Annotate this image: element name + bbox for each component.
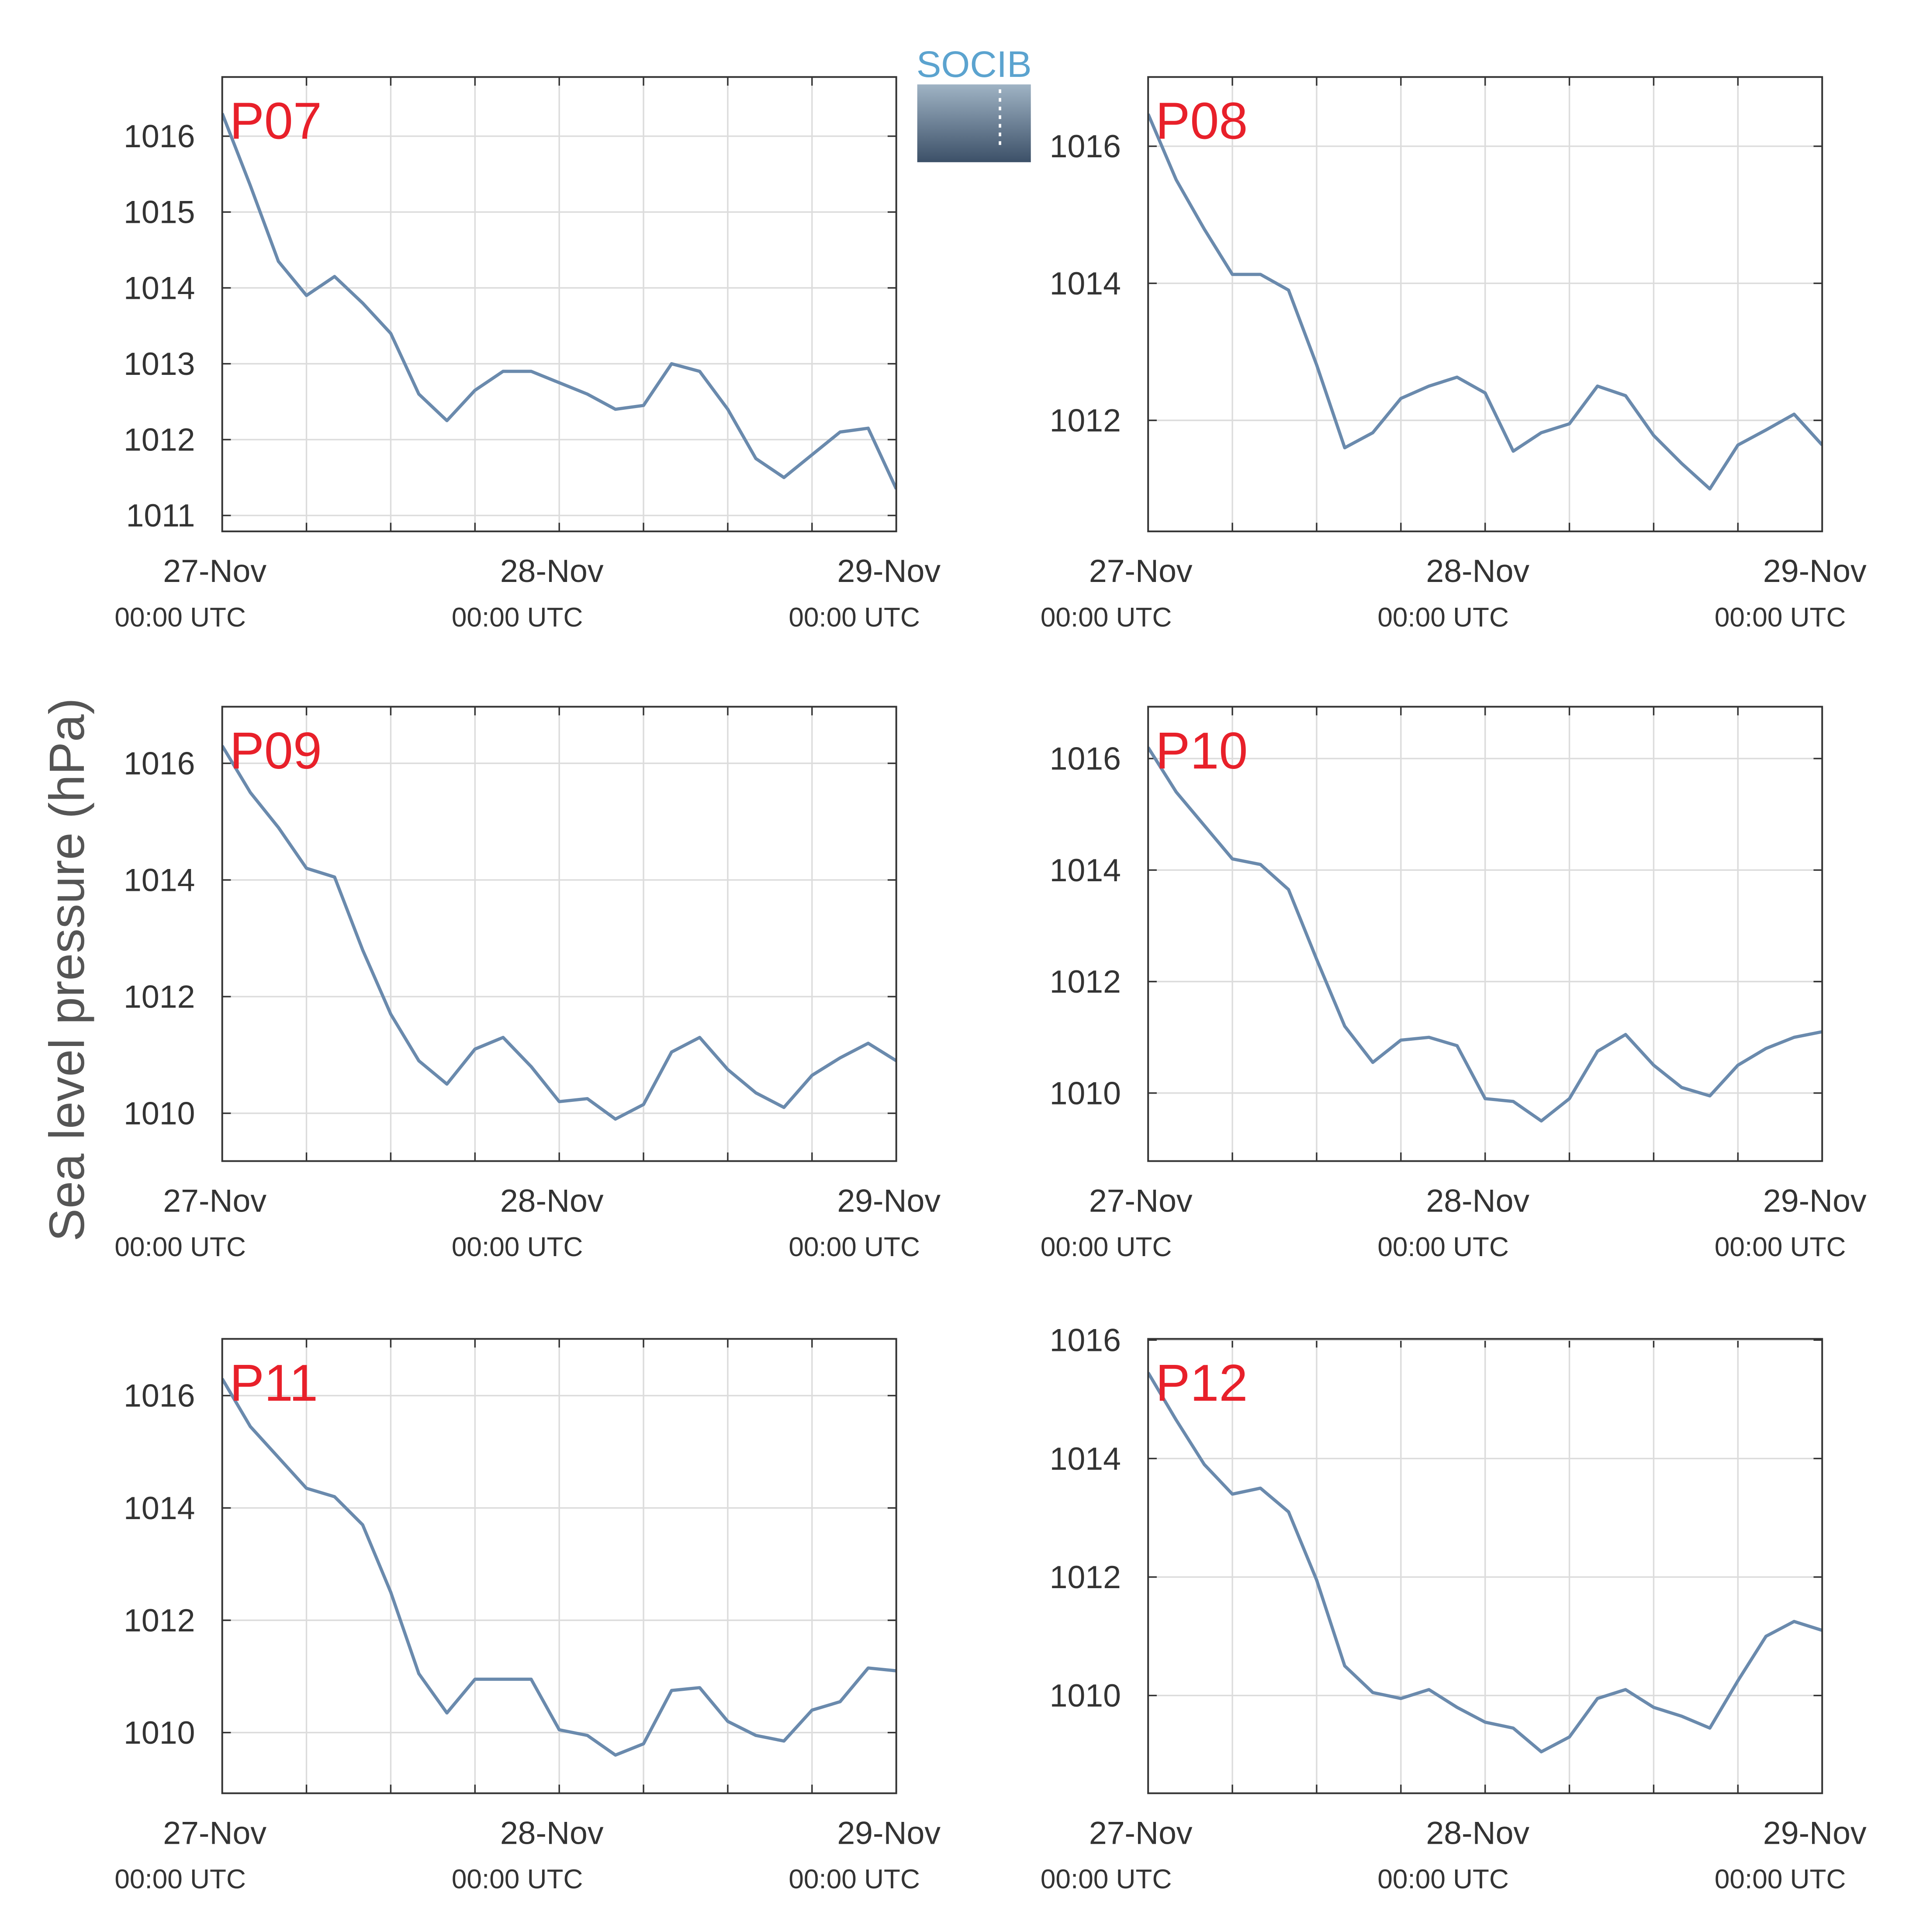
- plot-area: [1148, 113, 1823, 491]
- x-tick-label: 27-Nov: [163, 1814, 266, 1851]
- data-line: [222, 745, 896, 1121]
- logo-text: SOCIB: [916, 43, 1032, 85]
- y-tick-label: 1014: [1050, 852, 1121, 888]
- x-tick-sublabel: 00:00 UTC: [1041, 1864, 1172, 1894]
- y-tick-label: 1012: [124, 978, 195, 1014]
- data-line: [222, 1378, 896, 1757]
- y-tick-label: 1011: [126, 497, 195, 533]
- y-tick-label: 1016: [124, 1378, 195, 1414]
- y-tick-label: 1012: [124, 422, 195, 458]
- x-tick-label: 27-Nov: [163, 1182, 266, 1219]
- x-tick-label: 28-Nov: [1426, 1182, 1529, 1219]
- y-tick-label: 1010: [1050, 1677, 1121, 1714]
- x-tick-sublabel: 00:00 UTC: [1377, 1864, 1509, 1894]
- y-tick-label: 1010: [124, 1095, 195, 1131]
- y-tick-label: 1016: [1050, 1322, 1121, 1358]
- y-tick-label: 1016: [1050, 128, 1121, 164]
- panel: 1012 1014 1016 27-Nov 00:00 UTC 28-Nov 00:00 U…: [1041, 76, 1867, 633]
- y-tick-label: 1013: [124, 346, 195, 382]
- x-tick-label: 27-Nov: [163, 553, 266, 589]
- plot-area: [1148, 1371, 1823, 1754]
- panel: 1010 1012 1014 1016 27-Nov 00:00 UTC 28-Nov 00:…: [114, 1338, 941, 1894]
- y-tick-label: 1010: [124, 1714, 195, 1751]
- x-tick-label: 27-Nov: [1089, 1182, 1193, 1219]
- y-tick-label: 1014: [124, 862, 195, 898]
- x-tick-sublabel: 00:00 UTC: [1715, 1232, 1846, 1262]
- x-tick-label: 29-Nov: [837, 1182, 941, 1219]
- plot-area: [222, 1378, 896, 1757]
- axes-frame: [1147, 76, 1823, 533]
- y-tick-label: 1014: [124, 270, 195, 306]
- logo: SOCIB: [916, 43, 1032, 163]
- x-tick-label: 28-Nov: [500, 1814, 604, 1851]
- x-tick-sublabel: 00:00 UTC: [452, 1232, 583, 1262]
- panel-title: P08: [1155, 93, 1248, 150]
- axes-frame: [1147, 1338, 1823, 1794]
- data-line: [222, 113, 896, 490]
- x-tick-label: 29-Nov: [837, 1814, 941, 1851]
- axes-frame: [221, 706, 897, 1162]
- x-tick-label: 29-Nov: [1763, 1182, 1867, 1219]
- x-tick-label: 28-Nov: [500, 1182, 604, 1219]
- y-axis-label: Sea level pressure (hPa): [39, 698, 94, 1242]
- x-tick-sublabel: 00:00 UTC: [1041, 602, 1172, 633]
- x-tick-sublabel: 00:00 UTC: [789, 602, 920, 633]
- plot-area: [1148, 746, 1823, 1123]
- y-tick-label: 1016: [124, 745, 195, 781]
- y-tick-label: 1012: [1050, 402, 1121, 439]
- x-tick-sublabel: 00:00 UTC: [114, 602, 246, 633]
- x-tick-label: 29-Nov: [837, 553, 941, 589]
- x-tick-sublabel: 00:00 UTC: [789, 1232, 920, 1262]
- x-tick-label: 28-Nov: [1426, 553, 1529, 589]
- panel-title: P10: [1155, 722, 1248, 780]
- x-tick-sublabel: 00:00 UTC: [114, 1864, 246, 1894]
- y-tick-label: 1012: [1050, 963, 1121, 1000]
- logo-wave: [917, 84, 1031, 163]
- data-line: [1148, 1371, 1823, 1754]
- x-tick-label: 27-Nov: [1089, 1814, 1193, 1851]
- x-tick-label: 29-Nov: [1763, 553, 1867, 589]
- panel: 1010 1012 1014 1016 27-Nov 00:00 UTC 28-Nov 00:…: [114, 706, 941, 1262]
- data-line: [1148, 113, 1823, 491]
- x-tick-sublabel: 00:00 UTC: [1377, 1232, 1509, 1262]
- panel-title: P11: [230, 1354, 318, 1412]
- x-tick-sublabel: 00:00 UTC: [1715, 1864, 1846, 1894]
- x-tick-sublabel: 00:00 UTC: [1715, 602, 1846, 633]
- y-tick-label: 1014: [1050, 1440, 1121, 1477]
- x-tick-sublabel: 00:00 UTC: [1377, 602, 1509, 633]
- x-tick-sublabel: 00:00 UTC: [789, 1864, 920, 1894]
- y-tick-label: 1015: [124, 194, 195, 230]
- x-tick-sublabel: 00:00 UTC: [1041, 1232, 1172, 1262]
- x-tick-label: 27-Nov: [1089, 553, 1193, 589]
- x-tick-label: 28-Nov: [1426, 1814, 1529, 1851]
- y-tick-label: 1012: [124, 1602, 195, 1638]
- panel-title: P12: [1155, 1354, 1248, 1412]
- y-tick-label: 1014: [1050, 265, 1121, 301]
- x-tick-sublabel: 00:00 UTC: [452, 1864, 583, 1894]
- panel-title: P07: [230, 93, 322, 150]
- plot-area: [222, 113, 896, 490]
- y-tick-label: 1016: [124, 118, 195, 154]
- y-tick-label: 1016: [1050, 741, 1121, 777]
- axes-frame: [221, 1338, 897, 1794]
- y-tick-label: 1010: [1050, 1075, 1121, 1111]
- panel: 1011 1012 1013 1014 1015 1016 27-Nov 00:00 UTC 2…: [114, 76, 941, 633]
- panel: 1010 1012 1014 1016 27-Nov 00:00 UTC 28-Nov 00:…: [1041, 1322, 1867, 1894]
- axes-frame: [1147, 706, 1823, 1162]
- panel: 1010 1012 1014 1016 27-Nov 00:00 UTC 28-Nov 00:…: [1041, 706, 1867, 1262]
- x-tick-label: 29-Nov: [1763, 1814, 1867, 1851]
- x-tick-sublabel: 00:00 UTC: [114, 1232, 246, 1262]
- x-tick-label: 28-Nov: [500, 553, 604, 589]
- panel-title: P09: [230, 722, 322, 780]
- axes-frame: [221, 76, 897, 533]
- plot-area: [222, 745, 896, 1121]
- x-tick-sublabel: 00:00 UTC: [452, 602, 583, 633]
- data-line: [1148, 746, 1823, 1123]
- y-tick-label: 1014: [124, 1490, 195, 1526]
- y-tick-label: 1012: [1050, 1559, 1121, 1595]
